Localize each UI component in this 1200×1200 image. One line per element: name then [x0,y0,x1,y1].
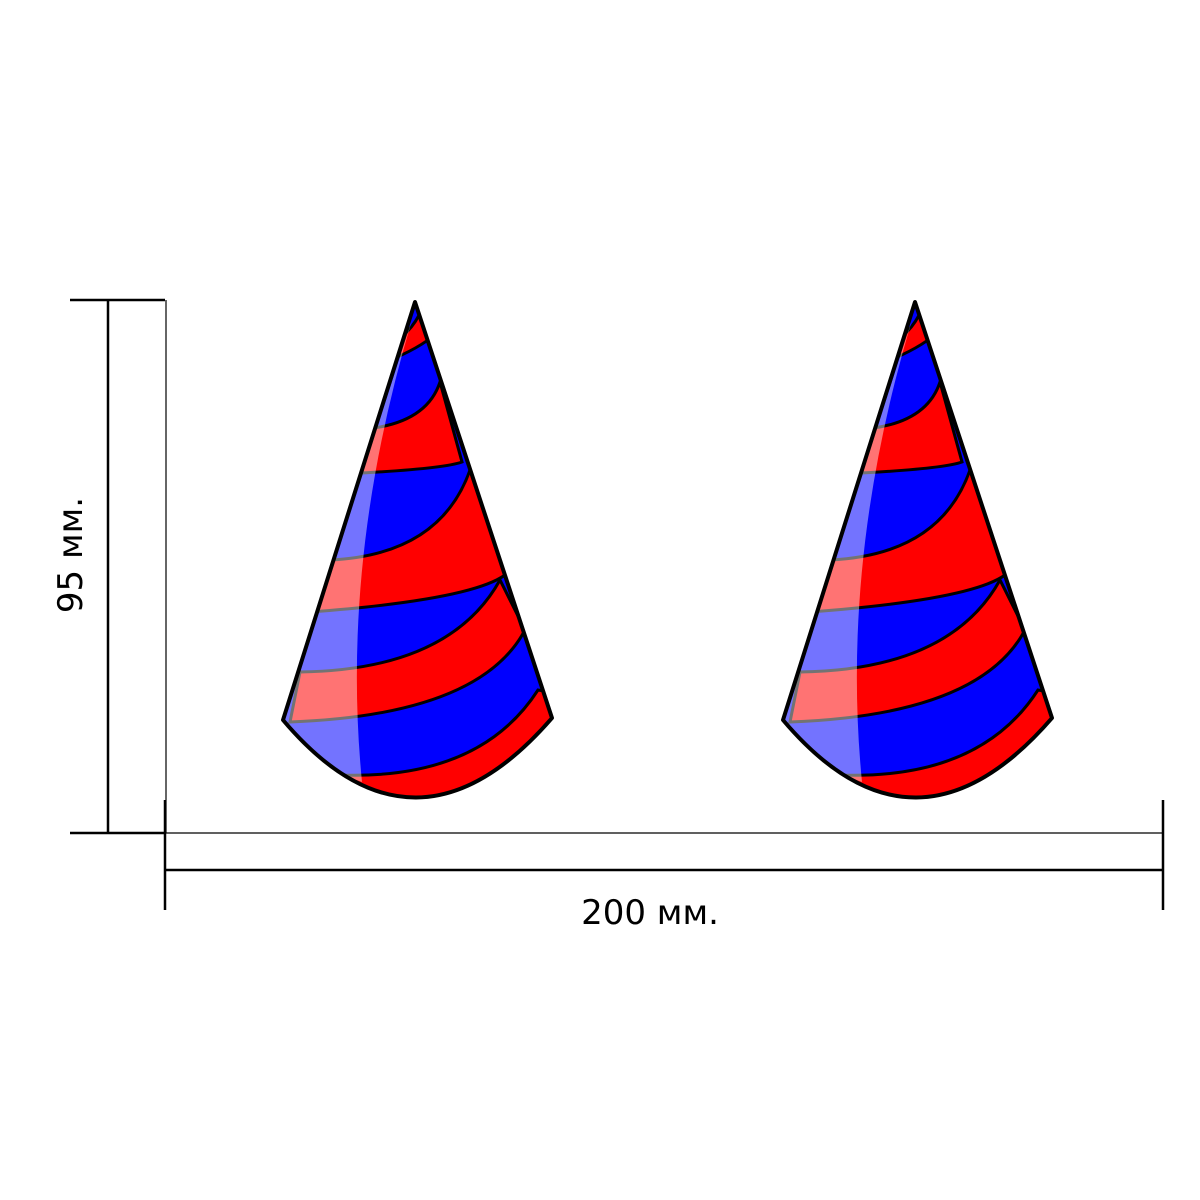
width-dimension: 200 мм. [163,800,1165,933]
height-label: 95 мм. [51,497,91,613]
height-dimension: 95 мм. [51,298,167,835]
party-hat-left [270,290,600,820]
party-hat-right [770,290,1100,820]
width-label: 200 мм. [581,893,719,933]
